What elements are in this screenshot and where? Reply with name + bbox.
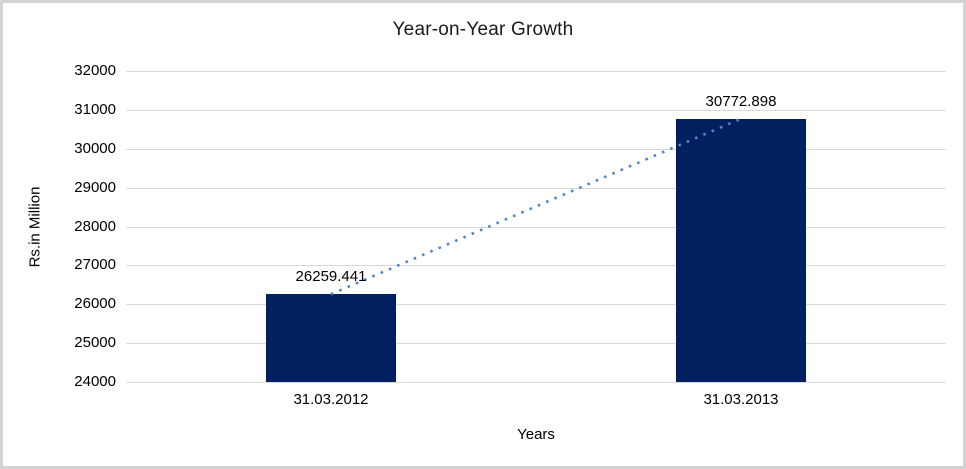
x-category-label: 31.03.2013 xyxy=(703,391,779,408)
y-tick-label: 26000 xyxy=(74,295,116,313)
y-tick-label: 24000 xyxy=(74,373,116,390)
gridline xyxy=(126,343,946,345)
chart-title: Year-on-Year Growth xyxy=(392,19,574,40)
gridline xyxy=(126,265,946,267)
x-axis-title: Years xyxy=(517,426,555,443)
gridline xyxy=(126,71,946,72)
gridline xyxy=(126,109,946,111)
gridline xyxy=(126,187,946,189)
bar-31.03.2012 xyxy=(266,294,396,382)
y-tick-label: 25000 xyxy=(74,334,116,352)
gridline xyxy=(126,304,946,306)
y-tick-label: 29000 xyxy=(74,178,116,196)
data-label: 26259.441 xyxy=(295,268,367,286)
y-tick-label: 28000 xyxy=(74,217,116,235)
x-category-label: 31.03.2012 xyxy=(293,391,369,408)
gridline xyxy=(126,382,946,383)
bar-31.03.2013 xyxy=(676,118,806,382)
y-tick-label: 32000 xyxy=(74,62,116,79)
gridline xyxy=(126,148,946,150)
y-tick-label: 31000 xyxy=(74,100,116,118)
y-tick-label: 27000 xyxy=(74,256,116,274)
data-label: 30772.898 xyxy=(705,92,777,110)
gridline xyxy=(126,226,946,228)
y-tick-label: 30000 xyxy=(74,139,116,157)
